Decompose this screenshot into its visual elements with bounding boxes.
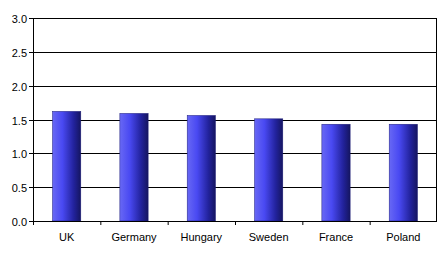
bar — [53, 111, 81, 221]
x-tick — [302, 221, 303, 225]
bars — [53, 111, 418, 221]
x-tick-label: Hungary — [181, 231, 223, 243]
y-tick — [29, 52, 33, 53]
x-tick — [168, 221, 169, 225]
grid-line — [33, 120, 437, 121]
y-tick-label: 0.0 — [12, 216, 27, 228]
bar — [187, 115, 215, 221]
bar — [255, 119, 283, 221]
bar — [389, 124, 417, 221]
chart-svg: 0.0 0.5 1.0 1.5 2.0 2.5 3.0 UK Germany Hungary Swe… — [0, 0, 448, 257]
y-tick — [29, 120, 33, 121]
x-tick — [33, 221, 34, 225]
grid-line — [33, 187, 437, 188]
x-tick-label: Sweden — [249, 231, 289, 243]
y-tick — [29, 221, 33, 222]
y-tick-label: 3.0 — [12, 13, 27, 25]
y-tick — [29, 187, 33, 188]
grid-line — [33, 86, 437, 87]
y-tick — [29, 18, 33, 19]
y-tick-label: 1.5 — [12, 115, 27, 127]
x-tick-label: Poland — [386, 231, 420, 243]
x-tick-label: France — [319, 231, 353, 243]
x-tick — [235, 221, 236, 225]
y-tick-label: 1.0 — [12, 148, 27, 160]
x-tick — [370, 221, 371, 225]
y-tick-label: 0.5 — [12, 182, 27, 194]
x-tick — [100, 221, 101, 225]
y-tick — [29, 153, 33, 154]
plot-frame — [34, 19, 437, 222]
y-tick — [29, 86, 33, 87]
grid-line — [33, 52, 437, 53]
y-tick-label: 2.5 — [12, 47, 27, 59]
x-tick-label: UK — [59, 231, 75, 243]
y-tick-label: 2.0 — [12, 81, 27, 93]
bar — [322, 124, 350, 221]
bar — [120, 113, 148, 221]
chart-container: 0.0 0.5 1.0 1.5 2.0 2.5 3.0 UK Germany Hungary Swe… — [0, 0, 448, 257]
grid-line — [33, 153, 437, 154]
x-tick-label: Germany — [111, 231, 157, 243]
